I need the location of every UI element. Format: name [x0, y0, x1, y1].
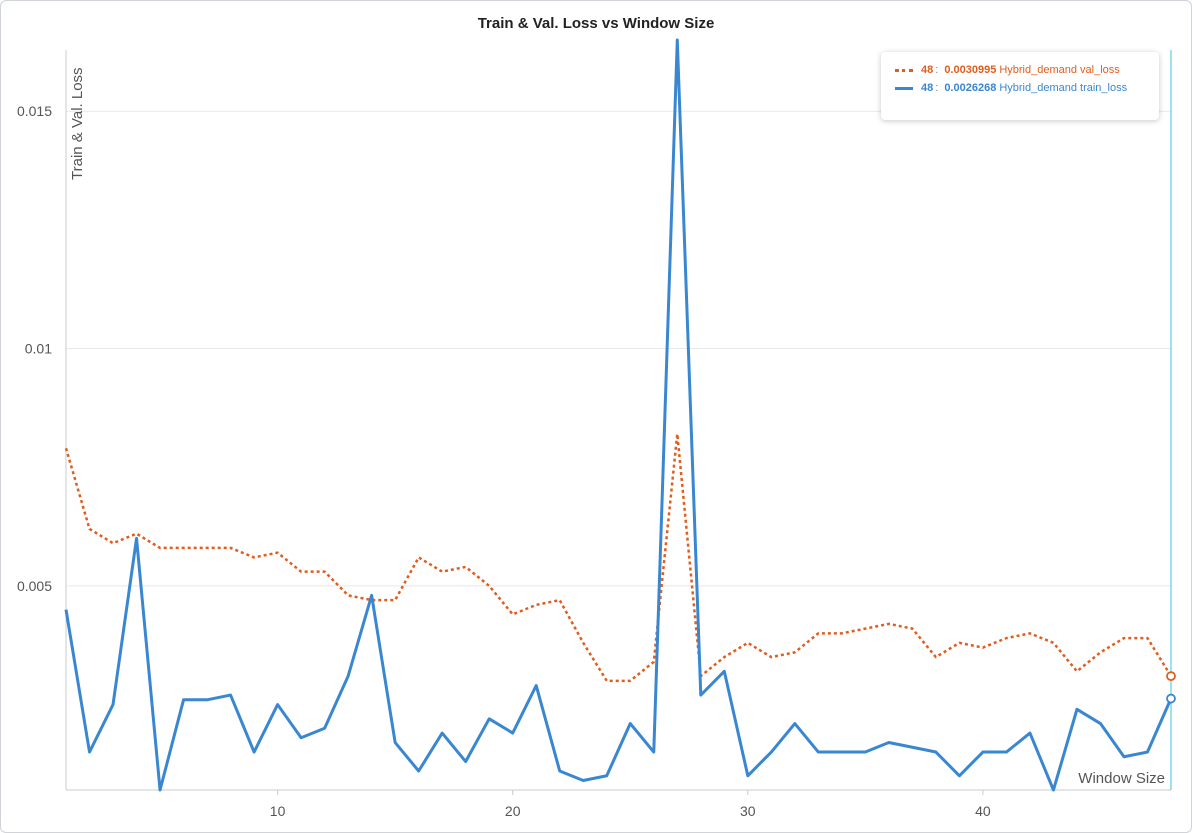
grid-lines: [66, 110, 1171, 587]
y-axis-label: Train & Val. Loss: [69, 67, 86, 180]
series-line-hybrid-demand-train-loss: [64, 38, 1173, 792]
legend-entry-train-loss: 48 : 0.0026268 Hybrid_demand train_loss: [895, 80, 1127, 96]
legend-swatch-train: [895, 86, 913, 90]
y-tick-label: 0.015: [17, 103, 52, 119]
y-tick-label: 0.005: [17, 578, 52, 594]
hover-point-marker: [1166, 671, 1176, 681]
legend-label: Hybrid_demand train_loss: [999, 82, 1128, 94]
tick-labels: 0.005 0.01 0.015 10 20 30 40: [17, 103, 991, 819]
legend-colon: :: [935, 64, 939, 76]
chart-title: Train & Val. Loss vs Window Size: [477, 15, 715, 32]
series-line-hybrid-demand-val-loss: [64, 432, 1173, 683]
x-tick-label: 10: [270, 803, 286, 819]
x-tick-label: 30: [740, 803, 756, 819]
legend-step: 48: [921, 64, 934, 76]
series-lines: [64, 38, 1176, 792]
legend-value: 0.0026268: [944, 82, 997, 94]
legend: 48 : 0.0030995 Hybrid_demand val_loss 48…: [881, 52, 1159, 120]
legend-swatch-val: [895, 68, 913, 72]
x-tick-label: 40: [975, 803, 991, 819]
legend-label: Hybrid_demand val_loss: [999, 64, 1120, 76]
legend-value: 0.0030995: [944, 64, 997, 76]
axes: [65, 50, 1172, 795]
y-tick-label: 0.01: [25, 341, 52, 357]
legend-entry-val-loss: 48 : 0.0030995 Hybrid_demand val_loss: [895, 62, 1120, 78]
x-axis-label: Window Size: [1078, 770, 1165, 787]
x-tick-label: 20: [505, 803, 521, 819]
legend-colon: :: [935, 82, 939, 94]
hover-point-marker: [1166, 693, 1176, 704]
legend-step: 48: [921, 82, 934, 94]
